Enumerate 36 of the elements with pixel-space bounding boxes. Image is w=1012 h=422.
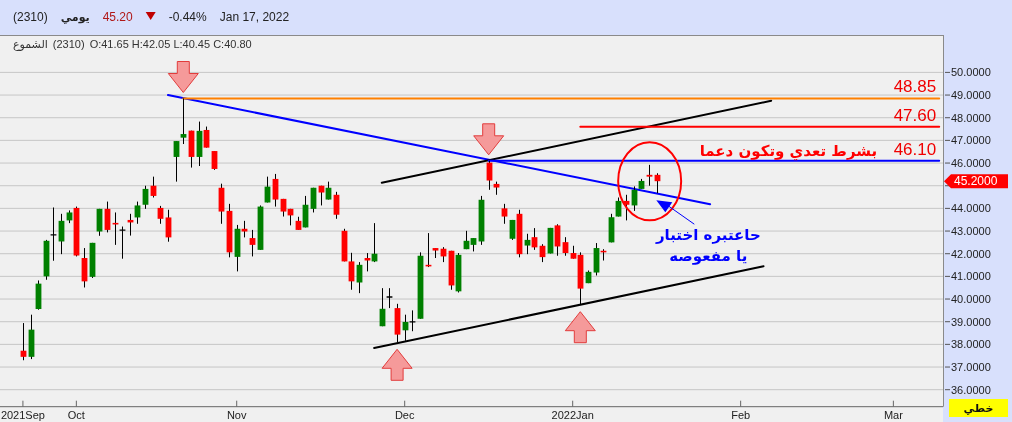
annotation: (2310) <box>52 38 85 50</box>
y-tick-label: 36.0000 <box>951 383 991 396</box>
annotation: الشموع <box>13 38 48 51</box>
text: Jan 17, 2022 <box>219 10 290 24</box>
y-tick-label: 40.0000 <box>951 293 991 306</box>
text: -0.44% <box>168 10 208 24</box>
annotation: حاعتبره اختبار يا مفعوصه <box>654 226 761 266</box>
x-tick-label: Nov <box>226 409 247 421</box>
chart-subtitle: O:41.65 H:42.05 L:40.45 C:40.80 <box>89 38 252 50</box>
x-tick-label: Feb <box>731 409 751 421</box>
text: يومي <box>60 11 90 24</box>
y-tick-label: 50.0000 <box>951 66 991 79</box>
button: خطي <box>949 399 1008 417</box>
annotation: بشرط تعدي وتكون دعما <box>699 141 878 161</box>
data-label: 47.60 <box>893 105 937 125</box>
y-tick-label: 39.0000 <box>951 315 991 328</box>
y-tick-label: 42.0000 <box>951 247 991 260</box>
y-tick-label: 43.0000 <box>951 225 991 238</box>
y-tick-label: 37.0000 <box>951 361 991 374</box>
y-tick-label: 49.0000 <box>951 89 991 102</box>
x-tick-label: 2022Jan <box>551 409 594 421</box>
y-tick-label: 41.0000 <box>951 270 991 283</box>
y-tick-label: 46.0000 <box>951 157 991 170</box>
x-tick-label: Mar <box>883 409 904 421</box>
y-tick-label: 38.0000 <box>951 338 991 351</box>
x-tick-label: 2021Sep <box>0 409 45 421</box>
y-tick-label: 47.0000 <box>951 134 991 147</box>
x-tick-label: Oct <box>67 409 85 421</box>
price-tag: 45.2000 <box>944 174 1008 189</box>
y-tick-label: 44.0000 <box>951 202 991 215</box>
x-tick-label: Dec <box>394 409 415 421</box>
data-label: 48.85 <box>893 77 937 97</box>
y-tick-label: 48.0000 <box>951 111 991 124</box>
text: 45.20 <box>102 10 134 24</box>
chart-title: (2310) <box>13 10 48 24</box>
data-label: 46.10 <box>893 139 937 159</box>
